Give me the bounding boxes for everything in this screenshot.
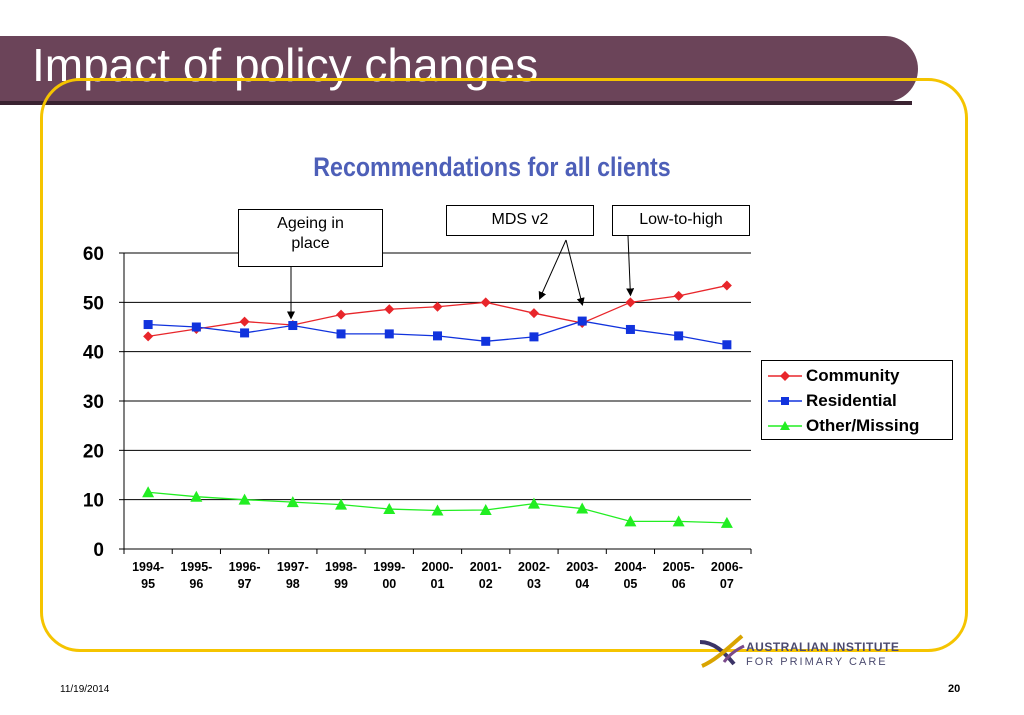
callout-ageing-in-place: Ageing in place [238,209,383,267]
callout-mds-v2: MDS v2 [446,205,594,236]
data-point [577,316,587,326]
data-point [673,290,684,301]
series-residential [143,316,732,350]
title-bar-shadow [0,101,912,105]
data-point [480,297,491,308]
data-point [674,331,684,341]
data-point [384,304,395,315]
data-point [431,504,444,516]
x-tick-label: 2004-05 [614,560,646,591]
x-tick-label: 2005-06 [663,560,695,591]
x-tick-label: 2006-07 [711,560,743,591]
chart-title: Recommendations for all clients [313,152,671,182]
legend-label-residential: Residential [806,391,897,410]
data-point [433,331,442,341]
x-tick-label: 1999-00 [373,560,405,591]
data-point [720,516,733,528]
data-point [383,503,396,515]
data-point [336,329,346,339]
data-point [481,336,491,346]
logo-text-line2: FOR PRIMARY CARE [746,656,888,668]
data-point [479,504,492,516]
legend-marker-residential [768,397,802,405]
title-bar [0,36,918,102]
page-title: Impact of policy changes [32,39,539,91]
x-tick-label: 2001-02 [470,560,502,591]
data-point [143,320,153,330]
page-number: 20 [948,683,961,695]
legend-label-community: Community [806,366,900,385]
data-point [191,322,201,332]
arrow-low-to-high [626,235,635,297]
x-tick-label: 2002-03 [518,560,550,591]
data-point [288,321,298,331]
data-point [624,515,637,527]
content-frame [40,78,968,652]
x-tick-label: 2003-04 [566,560,598,591]
gridlines [124,252,751,501]
y-tick-label: 60 [83,244,104,265]
chart-legend: Community Residential Other/Missing [761,360,953,440]
data-point [625,324,635,334]
y-tick-label: 20 [83,441,104,462]
annotation-arrows [287,235,635,320]
axes: 0 10 20 30 40 50 60 1994-95 1995-96 1996-97 1997-9… [83,244,752,591]
data-point [286,496,299,508]
data-point [672,515,685,527]
data-point [722,340,732,350]
callout-low-to-high: Low-to-high [612,205,750,236]
y-tick-label: 0 [93,540,104,561]
data-point [528,308,539,319]
legend-item-community: Community [762,364,952,388]
y-tick-label: 10 [83,491,104,512]
data-point [625,297,636,308]
legend-item-residential: Residential [762,389,952,413]
y-tick-label: 50 [83,293,104,314]
x-tick-label: 1998-99 [325,560,357,591]
data-point [240,328,250,338]
logo-text-line1: AUSTRALIAN INSTITUTE [746,640,900,654]
data-point [527,497,540,509]
data-point [239,316,250,327]
x-tick-label: 1996-97 [229,560,261,591]
data-point [143,331,154,342]
x-tick-label: 2000-01 [422,560,454,591]
data-point [335,498,348,510]
data-point [384,329,394,339]
y-tick-label: 40 [83,343,104,364]
aipc-logo-icon [699,634,745,668]
data-point [238,493,251,505]
series [142,280,733,528]
series-other-missing [142,486,733,528]
data-point [721,280,732,291]
x-tick-label: 1995-96 [180,560,212,591]
data-point [529,332,539,342]
legend-item-other-missing: Other/Missing [762,414,952,438]
x-tick-label: 1997-98 [277,560,309,591]
legend-marker-community [768,371,802,381]
data-point [142,486,155,498]
data-point [190,490,203,502]
data-point [336,309,347,320]
footer-date: 11/19/2014 [60,684,110,695]
legend-marker-other-missing [768,421,802,430]
arrow-mds-v2-left [538,239,567,300]
arrow-mds-v2-right [565,239,585,306]
data-point [576,502,589,514]
legend-label-other-missing: Other/Missing [806,416,920,435]
data-point [432,301,443,312]
x-tick-label: 1994-95 [132,560,164,591]
y-tick-label: 30 [83,392,104,413]
